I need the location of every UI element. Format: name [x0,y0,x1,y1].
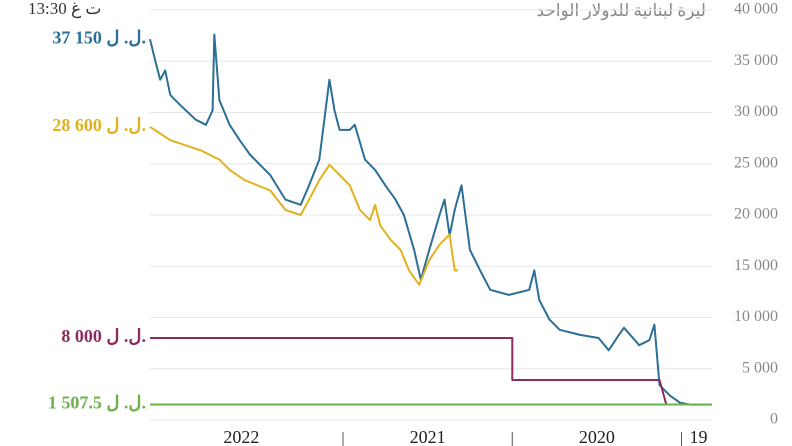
x-tick-label: 2020 [579,427,615,446]
y-axis-label: ليرة لبنانية للدولار الواحد [536,1,706,21]
y-tick-label: 30 000 [734,103,778,120]
y-tick-label: 40 000 [734,1,778,18]
y-tick-label: 15 000 [734,257,778,274]
y-tick-label: 35 000 [734,52,778,69]
y-tick-label: 5 000 [742,359,778,376]
y-tick-label: 20 000 [734,206,778,223]
y-tick-label: 0 [770,411,778,428]
series-line [150,337,668,405]
y-tick-label: 10 000 [734,308,778,325]
timestamp: 13:30 ت غ [28,0,101,19]
series-line [149,126,459,286]
x-tick-label: 2021 [410,427,446,446]
y-tick-label: 25 000 [734,154,778,171]
value-label: 1 507.5 ل. ل. [48,393,146,413]
series-line [149,33,712,406]
value-label: 8 000 ل. ل. [61,326,146,346]
x-tick-label: 2022 [223,427,259,446]
value-label: 28 600 ل. ل. [52,115,146,135]
value-label: 37 150 ل. ل. [52,27,146,47]
x-tick-label: 19 [689,427,707,446]
